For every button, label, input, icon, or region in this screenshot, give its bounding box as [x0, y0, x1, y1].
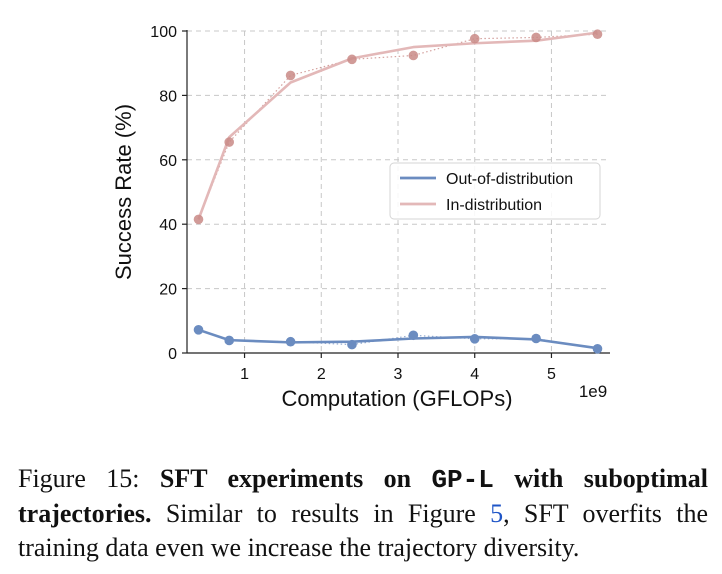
y-tick-label: 100: [150, 24, 177, 41]
out-of-distribution-point: [193, 325, 204, 335]
out-of-distribution-point: [347, 339, 357, 350]
caption-title-part-1: SFT experiments on: [159, 464, 432, 493]
caption-text-1: Similar to results in Figure: [151, 499, 491, 528]
y-tick-label: 40: [159, 217, 177, 234]
x-axis-label: Computation (GFLOPs): [281, 386, 512, 411]
in-distribution-point: [193, 214, 204, 225]
in-distribution-point: [469, 33, 480, 44]
out-of-distribution-line: [198, 328, 598, 350]
y-tick-label: 0: [168, 346, 177, 363]
out-of-distribution-point: [408, 330, 419, 341]
legend-label: In-distribution: [446, 197, 542, 214]
in-distribution-point: [592, 29, 603, 40]
caption-text-2: , SFT overfits the training data even we…: [18, 499, 708, 562]
y-tick-label: 20: [159, 282, 177, 299]
success-rate-chart: 1 2 3 4 5 0 20 40 60 80 100 Out-of-distribution In-…: [111, 24, 610, 411]
in-distribution-point: [347, 54, 357, 65]
caption-title-part-2: with suboptimal trajectories.: [18, 464, 708, 528]
caption-title: SFT experiments on GP-L with suboptimal …: [18, 464, 708, 528]
in-distribution-point: [531, 32, 541, 43]
y-axis-label: Success Rate (%): [111, 104, 136, 280]
figure-reference-link[interactable]: 5: [490, 499, 504, 528]
out-of-distribution-point: [285, 336, 296, 347]
out-of-distribution-point: [224, 335, 234, 346]
legend-label: Out-of-distribution: [446, 171, 573, 188]
caption-code: GP-L: [431, 465, 494, 495]
x-tick-label: 4: [470, 366, 479, 383]
x-tick-label: 2: [317, 366, 326, 383]
x-tick-label: 3: [394, 366, 403, 383]
in-distribution-point: [285, 70, 296, 81]
out-of-distribution-point: [531, 333, 541, 344]
x-axis-offset-label: 1e9: [579, 382, 607, 401]
y-tick-label: 80: [159, 88, 177, 105]
out-of-distribution-point: [592, 344, 603, 354]
ticks: 1 2 3 4 5 0 20 40 60 80 100: [150, 24, 556, 383]
y-tick-label: 60: [159, 153, 177, 170]
in-distribution-point: [408, 50, 419, 61]
legend: Out-of-distribution In-distribution: [389, 162, 601, 220]
in-distribution-line: [197, 31, 598, 220]
caption-prefix: Figure 15:: [18, 464, 160, 493]
figure-caption: Figure 15: SFT experiments on GP-L with …: [18, 462, 708, 565]
data-series: [193, 29, 603, 354]
legend-box: [389, 162, 601, 220]
in-distribution-point: [224, 137, 234, 147]
x-tick-label: 1: [240, 366, 249, 383]
out-of-distribution-point: [469, 334, 480, 344]
x-tick-label: 5: [547, 366, 556, 383]
